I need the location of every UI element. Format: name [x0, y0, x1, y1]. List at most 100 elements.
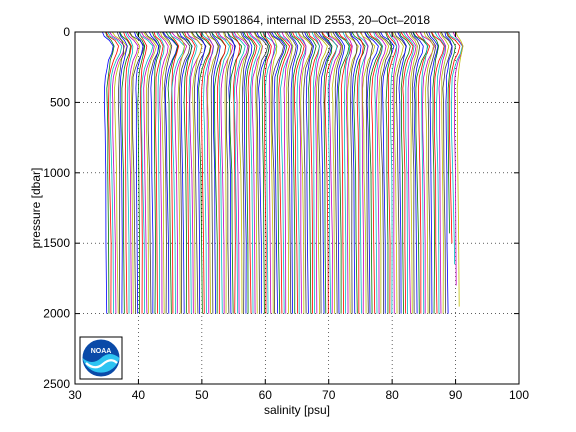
profile-line	[326, 31, 342, 314]
x-tick-label: 60	[259, 388, 273, 402]
profile-line	[439, 31, 450, 314]
profile-line	[269, 31, 278, 314]
profile-line	[304, 31, 315, 314]
profile-line	[332, 31, 344, 314]
profile-line	[392, 31, 404, 314]
profile-line	[344, 31, 353, 314]
profile-line	[249, 31, 264, 314]
profile-line	[119, 31, 131, 314]
profile-line	[123, 31, 132, 314]
profile-line	[412, 31, 429, 314]
profile-line	[388, 31, 398, 314]
profile-line	[253, 31, 263, 314]
profile-line	[125, 31, 134, 314]
profile-line	[143, 31, 157, 314]
profile-line	[380, 31, 395, 314]
profile-line	[126, 31, 139, 314]
profile-line	[273, 31, 288, 314]
profile-line	[243, 31, 256, 314]
profile-line	[405, 31, 417, 314]
x-tick-label: 80	[385, 388, 399, 402]
profile-line	[397, 31, 407, 314]
profile-line	[437, 31, 447, 314]
profile-line	[231, 31, 241, 314]
profile-line	[190, 31, 203, 314]
profile-line	[168, 31, 185, 314]
profile-line	[385, 31, 393, 314]
profile-line	[118, 31, 128, 314]
profile-line	[297, 31, 313, 314]
profile-line	[394, 31, 407, 314]
y-tick-label: 2500	[43, 377, 70, 391]
x-tick-label: 70	[322, 388, 336, 402]
profile-line	[162, 31, 173, 314]
profile-line	[419, 31, 435, 314]
profile-line	[266, 31, 276, 314]
profile-line	[242, 31, 253, 314]
profile-line	[186, 31, 198, 314]
profile-line	[325, 31, 338, 314]
profile-line	[248, 31, 261, 314]
profile-line	[156, 31, 165, 314]
profile-line	[116, 31, 125, 314]
profile-line	[292, 31, 305, 314]
profile-line	[262, 31, 272, 314]
profile-line	[330, 31, 343, 314]
profile-line	[109, 31, 125, 314]
profile-line	[191, 31, 207, 314]
profile-line	[313, 31, 328, 314]
profile-line	[368, 31, 383, 314]
profile-line	[446, 31, 461, 244]
profile-line	[364, 31, 379, 314]
profile-line	[364, 31, 373, 314]
x-axis-label: salinity [psu]	[264, 403, 330, 417]
profile-line	[276, 31, 291, 314]
noaa-logo-text: NOAA	[91, 348, 112, 355]
profile-line	[107, 31, 123, 314]
profile-line	[356, 31, 369, 314]
profile-line	[144, 31, 160, 314]
profile-line	[408, 31, 418, 314]
profile-line	[134, 31, 144, 314]
profile-line	[215, 31, 227, 314]
x-axis-ticks: 30 40 50 60 70 80 90 100	[68, 32, 529, 402]
profile-line	[176, 31, 185, 314]
profile-line	[375, 31, 390, 314]
profile-line	[211, 31, 221, 314]
y-axis-ticks: 0 500 1000 1500 2000 2500	[43, 25, 519, 391]
profile-line	[447, 31, 463, 265]
profile-line	[240, 31, 250, 314]
profile-line	[105, 31, 115, 314]
profile-line	[256, 31, 270, 314]
profile-line	[232, 31, 246, 314]
profile-line	[349, 31, 358, 314]
profile-line	[105, 31, 119, 314]
profile-line	[399, 31, 411, 314]
profile-line	[360, 31, 369, 314]
profile-line	[254, 31, 269, 314]
profile-line	[151, 31, 161, 314]
profile-line	[342, 31, 351, 314]
profile-line	[138, 31, 148, 314]
profile-line	[102, 31, 114, 314]
profile-line	[178, 31, 193, 314]
profile-line	[334, 31, 346, 314]
x-tick-label: 50	[195, 388, 209, 402]
y-axis-label: pressure [dbar]	[29, 168, 43, 249]
profile-line	[423, 31, 434, 314]
profile-line	[227, 31, 236, 314]
profile-line	[162, 31, 178, 314]
profile-line	[390, 31, 400, 314]
profile-line	[455, 31, 464, 307]
profile-line	[350, 31, 362, 314]
profile-line	[222, 31, 232, 314]
profile-line	[284, 31, 294, 314]
profile-line	[311, 31, 320, 314]
profile-line	[224, 31, 236, 314]
profile-line	[444, 31, 453, 314]
profile-line	[176, 31, 191, 314]
profile-line	[428, 31, 439, 314]
profile-line	[295, 31, 307, 314]
profile-line	[184, 31, 196, 314]
